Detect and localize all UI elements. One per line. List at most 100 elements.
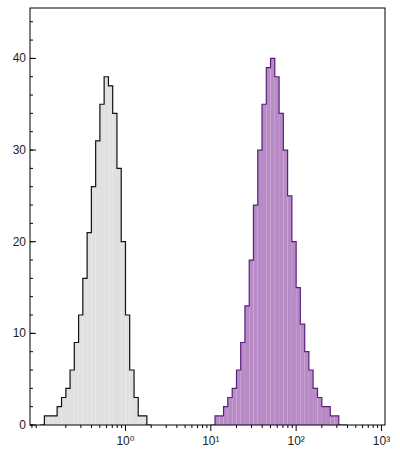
- x-minor-tick: [321, 425, 322, 428]
- histogram-bar: [253, 205, 257, 425]
- x-tick-label: 10³: [373, 434, 390, 448]
- histogram-bar: [104, 77, 108, 425]
- y-tick-label: 0: [19, 418, 26, 432]
- histogram-bar: [66, 388, 70, 425]
- x-minor-tick: [65, 425, 66, 428]
- histogram-bar: [79, 315, 83, 425]
- x-minor-tick: [262, 425, 263, 428]
- histogram-bar: [49, 416, 53, 425]
- chart: 10⁰10¹10²10³010203040: [0, 0, 400, 460]
- x-minor-tick: [80, 425, 81, 428]
- y-minor-tick: [30, 58, 33, 59]
- x-minor-tick: [206, 425, 207, 428]
- histogram-bar: [296, 288, 300, 425]
- histogram-bar: [326, 407, 330, 425]
- x-minor-tick: [373, 425, 374, 428]
- x-minor-tick: [197, 425, 198, 428]
- histogram-bar: [44, 416, 48, 425]
- y-tick-label: 30: [13, 143, 27, 157]
- histogram-bar: [138, 416, 142, 425]
- y-tick-label: 40: [13, 51, 27, 65]
- histogram-bar: [83, 278, 87, 425]
- x-minor-tick: [377, 425, 378, 428]
- x-minor-tick: [355, 425, 356, 428]
- x-minor-tick: [166, 425, 167, 428]
- y-minor-tick: [30, 333, 33, 334]
- histogram-bar: [125, 315, 129, 425]
- histogram-bar: [96, 141, 100, 425]
- histogram-bar: [87, 233, 91, 425]
- x-minor-tick: [287, 425, 288, 428]
- y-minor-tick: [30, 150, 33, 151]
- histogram-bar: [266, 68, 270, 425]
- x-minor-tick: [112, 425, 113, 428]
- histogram-bar: [100, 104, 104, 425]
- histogram-bar: [219, 416, 223, 425]
- x-minor-tick: [270, 425, 271, 428]
- x-minor-tick: [362, 425, 363, 428]
- y-minor-tick: [30, 21, 33, 22]
- x-minor-tick: [106, 425, 107, 428]
- y-minor-tick: [30, 205, 33, 206]
- y-minor-tick: [30, 223, 33, 224]
- histogram-bar: [292, 242, 296, 425]
- histogram-bar: [318, 398, 322, 425]
- histogram-bar: [245, 306, 249, 425]
- histogram-bar: [215, 416, 219, 425]
- x-minor-tick: [282, 425, 283, 428]
- plot-area: [40, 58, 347, 425]
- x-minor-tick: [176, 425, 177, 428]
- histogram-bar: [271, 58, 275, 425]
- x-minor-tick: [202, 425, 203, 428]
- histogram-outline: [211, 58, 348, 425]
- y-minor-tick: [30, 425, 33, 426]
- histogram-bar: [241, 343, 245, 425]
- y-minor-tick: [30, 370, 33, 371]
- histogram-bar: [249, 260, 253, 425]
- histogram-bar: [305, 352, 309, 425]
- y-minor-tick: [30, 186, 33, 187]
- histogram-bar: [237, 370, 241, 425]
- x-tick-label: 10⁰: [116, 434, 134, 448]
- y-minor-tick: [30, 168, 33, 169]
- histogram-outline: [40, 77, 151, 425]
- y-tick: [30, 150, 36, 151]
- histogram-bar: [113, 113, 117, 425]
- histogram-bar: [335, 416, 339, 425]
- x-minor-tick: [185, 425, 186, 428]
- y-minor-tick: [30, 241, 33, 242]
- histogram-bar: [322, 407, 326, 425]
- histogram-bar: [121, 242, 125, 425]
- histogram-bar: [279, 113, 283, 425]
- y-tick-label: 20: [13, 235, 27, 249]
- x-minor-tick: [336, 425, 337, 428]
- x-minor-tick: [191, 425, 192, 428]
- y-minor-tick: [30, 406, 33, 407]
- x-minor-tick: [117, 425, 118, 428]
- y-tick: [30, 425, 36, 426]
- x-minor-tick: [99, 425, 100, 428]
- y-minor-tick: [30, 95, 33, 96]
- y-minor-tick: [30, 351, 33, 352]
- histogram-bar: [142, 416, 146, 425]
- histogram-bar: [224, 407, 228, 425]
- y-minor-tick: [30, 296, 33, 297]
- y-minor-tick: [30, 388, 33, 389]
- x-minor-tick: [121, 425, 122, 428]
- y-minor-tick: [30, 260, 33, 261]
- histogram-bar: [117, 168, 121, 425]
- x-tick: [125, 425, 126, 431]
- histogram-bar: [330, 416, 334, 425]
- histogram-bar: [53, 416, 57, 425]
- y-minor-tick: [30, 315, 33, 316]
- plot-frame: [30, 8, 385, 425]
- x-minor-tick: [368, 425, 369, 428]
- histogram-bar: [283, 150, 287, 425]
- histogram-bar: [57, 407, 61, 425]
- histogram-bar: [258, 150, 262, 425]
- histogram-bar: [74, 343, 78, 425]
- histogram-bar: [130, 370, 134, 425]
- histogram-bar: [70, 370, 74, 425]
- histogram-series: [211, 58, 348, 425]
- y-minor-tick: [30, 131, 33, 132]
